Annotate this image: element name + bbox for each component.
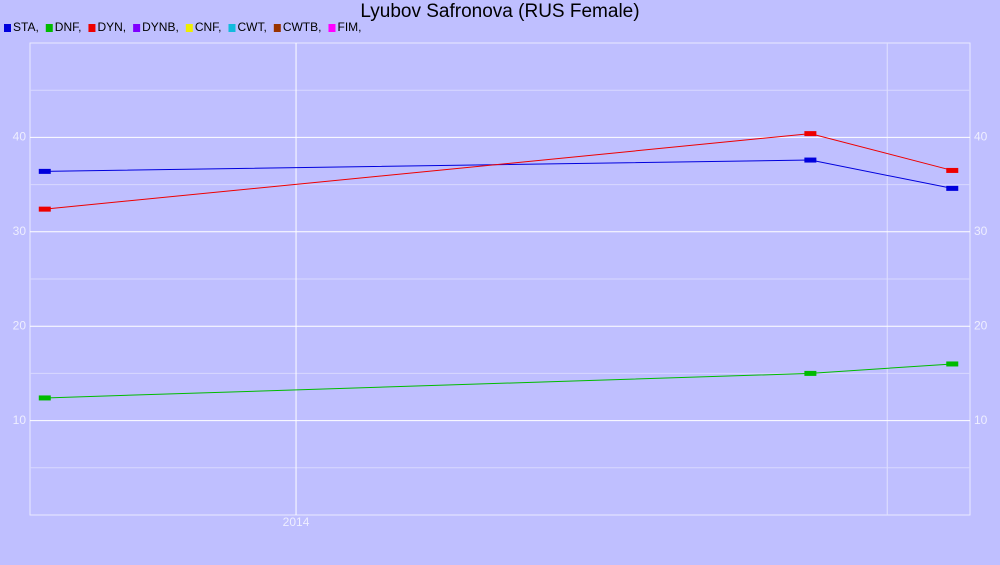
- legend-swatch: [88, 24, 96, 32]
- legend-swatch: [273, 24, 281, 32]
- legend-label: DNF,: [55, 20, 82, 34]
- data-point: [946, 185, 959, 191]
- y-tick-label-right: 20: [974, 318, 988, 332]
- x-tick-label: 2014: [283, 515, 310, 529]
- y-tick-label: 20: [13, 318, 27, 332]
- legend-swatch: [185, 24, 193, 32]
- data-point: [804, 157, 817, 163]
- data-point: [946, 167, 959, 173]
- legend-swatch: [328, 24, 336, 32]
- legend-swatch: [4, 24, 11, 32]
- legend-label: DYN,: [97, 20, 126, 34]
- legend-swatch: [45, 24, 53, 32]
- legend-label: STA,: [13, 20, 39, 34]
- data-point: [38, 168, 51, 174]
- legend-label: DYNB,: [142, 20, 179, 34]
- legend-swatch: [133, 24, 141, 32]
- legend-swatch: [228, 24, 236, 32]
- data-point: [804, 131, 817, 137]
- y-tick-label-right: 30: [974, 224, 988, 238]
- legend-label: FIM,: [337, 20, 361, 34]
- legend-label: CNF,: [195, 20, 222, 34]
- y-tick-label-right: 10: [974, 413, 988, 427]
- data-point: [946, 361, 959, 367]
- y-tick-label: 10: [13, 413, 27, 427]
- y-tick-label: 30: [13, 224, 27, 238]
- legend-label: CWTB,: [283, 20, 322, 34]
- y-tick-label: 40: [13, 130, 27, 144]
- data-point: [38, 395, 51, 401]
- data-point: [804, 370, 817, 376]
- data-point: [38, 206, 51, 212]
- legend-label: CWT,: [237, 20, 266, 34]
- y-tick-label-right: 40: [974, 130, 988, 144]
- chart-title: Lyubov Safronova (RUS Female): [360, 1, 639, 22]
